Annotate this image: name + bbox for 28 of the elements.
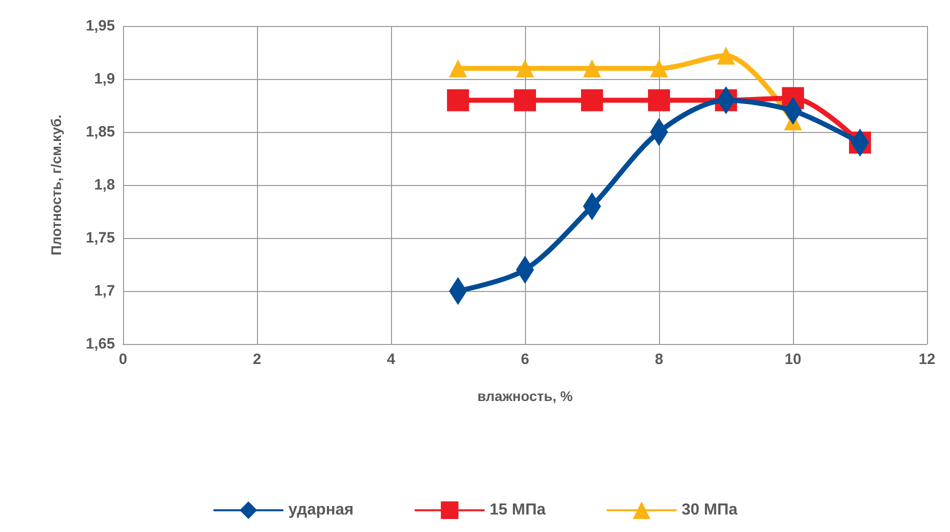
x-tick-label: 8 <box>654 351 664 368</box>
x-axis-title: влажность, % <box>477 388 574 404</box>
y-tick-label: 1,7 <box>94 282 115 300</box>
point <box>650 59 668 78</box>
x-tick-label: 4 <box>386 351 396 368</box>
x-tick-label: 12 <box>918 351 936 368</box>
y-tick-label: 1,95 <box>86 18 115 34</box>
x-tick-label: 0 <box>118 351 128 368</box>
point <box>583 59 601 78</box>
y-tick-label: 1,85 <box>86 124 115 140</box>
point <box>514 89 536 112</box>
x-tick-label: 10 <box>784 351 802 368</box>
y-tick-label: 1,9 <box>94 70 115 88</box>
y-tick-label: 1,8 <box>94 176 115 194</box>
point <box>447 89 469 112</box>
point <box>648 89 670 112</box>
point <box>516 59 534 78</box>
point <box>717 46 735 65</box>
point <box>449 59 467 78</box>
y-tick-label: 1,65 <box>86 336 115 352</box>
x-tick-label: 2 <box>252 351 262 368</box>
x-tick-label: 6 <box>520 351 530 368</box>
y-axis-title: Плотность, г/см.куб. <box>48 114 64 256</box>
point <box>581 89 603 112</box>
legend-label: ударная <box>288 502 354 519</box>
legend-label: 30 МПа <box>682 502 738 519</box>
y-tick-label: 1,75 <box>86 230 115 246</box>
legend-label: 15 МПа <box>490 502 546 519</box>
